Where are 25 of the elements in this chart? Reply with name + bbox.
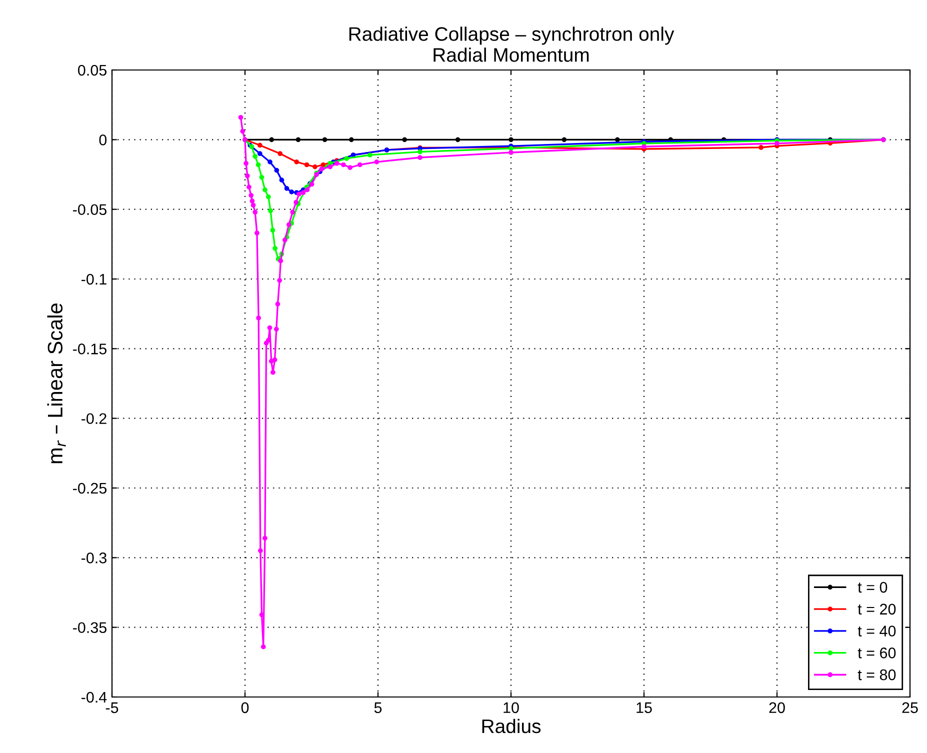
y-tick-label: -0.35 <box>73 622 106 634</box>
y-tick-label: -0.25 <box>73 482 106 494</box>
y-tick-label: -0.3 <box>81 552 106 564</box>
x-tick-label: 5 <box>374 702 382 714</box>
legend-label: t = 20 <box>858 604 896 615</box>
legend-label: t = 40 <box>858 626 896 636</box>
y-tick-label: -0.1 <box>81 274 106 285</box>
x-tick-label: 20 <box>769 702 785 714</box>
legend-label: t = 80 <box>858 669 896 680</box>
y-tick-label: -0.2 <box>81 413 106 424</box>
x-axis-title: Radius <box>482 718 541 734</box>
y-tick-label: -0.15 <box>73 344 106 354</box>
x-tick-label: 0 <box>241 702 249 714</box>
x-tick-label: 10 <box>504 702 519 714</box>
chart-title: Radiative Collapse – synchrotron only Radial Momentum <box>349 26 674 62</box>
y-tick-label: -0.4 <box>81 692 107 703</box>
x-tick-label: -5 <box>106 702 118 714</box>
x-tick-label: 15 <box>636 702 652 714</box>
legend-label: t = 0 <box>858 582 888 593</box>
legend-label: t = 60 <box>858 648 896 658</box>
y-axis-title: m$_{r}$ – Linear Scale <box>47 304 66 464</box>
y-tick-label: 0.05 <box>78 64 106 76</box>
y-tick-label: -0.05 <box>73 204 106 216</box>
y-tick-label: 0 <box>99 134 107 146</box>
x-tick-label: 25 <box>902 702 918 714</box>
